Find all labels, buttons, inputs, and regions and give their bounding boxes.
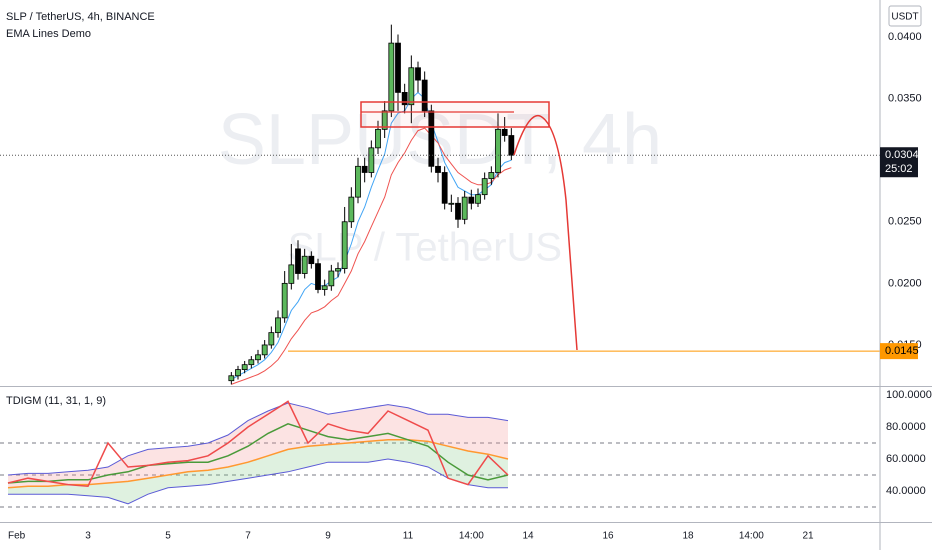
last-price-label: 0.0304 (885, 149, 919, 161)
candle-body (481, 178, 488, 196)
candle-body (328, 270, 335, 287)
y-tick-label: 0.0200 (888, 277, 922, 289)
candle-body (335, 268, 341, 272)
candle-body (235, 369, 241, 377)
candle-body (308, 255, 315, 265)
currency[interactable]: USDT (891, 12, 918, 23)
chart-title: SLP / TetherUS, 4h, BINANCE (6, 11, 155, 23)
candle-body (255, 354, 261, 361)
y-tick-label: 100.0000 (886, 389, 932, 401)
candle-body (261, 344, 268, 356)
x-tick-label: Feb (8, 531, 26, 542)
drawings (360, 101, 578, 351)
indicator-pane (0, 400, 880, 508)
candle-body (408, 67, 415, 106)
candle-body (501, 128, 508, 136)
y-tick-label: 80.0000 (886, 421, 926, 433)
indicator-line (8, 458, 508, 505)
candle-body (415, 67, 421, 81)
x-tick-label: 16 (602, 531, 614, 542)
candle-body (395, 42, 401, 93)
candle-body (275, 317, 281, 334)
candle-body (508, 135, 515, 156)
candle-body (461, 196, 468, 220)
candle-body (248, 359, 255, 366)
level-label: 0.0145 (885, 345, 919, 357)
candle-body (368, 147, 375, 173)
ema-line (231, 127, 512, 385)
candle-body (428, 110, 435, 167)
candle-body (268, 332, 275, 346)
candle-body (381, 110, 388, 130)
candle-body (468, 196, 475, 204)
candle-body (281, 282, 288, 319)
indicator-line (7, 439, 509, 489)
main-pane (0, 24, 880, 385)
candle-body (401, 92, 408, 106)
x-tick-label: 9 (325, 531, 331, 542)
candle-body (348, 196, 355, 223)
y-tick-label: 40.0000 (886, 485, 926, 497)
x-tick-label: 14 (522, 531, 534, 542)
candle-body (455, 202, 461, 220)
candle-body (361, 165, 368, 173)
candle-body (441, 172, 448, 204)
candle-body (341, 221, 348, 269)
y-tick-label: 60.0000 (886, 453, 926, 465)
candle-body (295, 248, 301, 274)
candle-body (488, 172, 495, 180)
candle-body (388, 42, 395, 112)
candle-body (448, 202, 455, 205)
candle-body (228, 375, 235, 382)
candle-body (435, 165, 441, 173)
candle-body (375, 128, 381, 149)
x-tick-label: 7 (245, 531, 251, 542)
indicator-line (7, 400, 509, 487)
candle-body (315, 263, 321, 290)
indicator-line (7, 402, 509, 476)
y-tick-label: 0.0400 (888, 31, 922, 43)
indicator-title: TDIGM (11, 31, 1, 9) (6, 395, 106, 407)
indicator-name: EMA Lines Demo (6, 28, 91, 40)
watermark-sub: SLP / TetherUS (288, 226, 562, 270)
candle-body (355, 165, 361, 198)
x-tick-label: 11 (403, 531, 414, 542)
x-tick-label: 5 (165, 531, 171, 542)
candle-body (495, 128, 501, 173)
x-tick-label: 14:00 (459, 531, 484, 542)
candle-body (301, 255, 308, 274)
y-tick-label: 0.0350 (888, 92, 922, 104)
candle-body (321, 285, 328, 290)
band-fill (8, 439, 508, 504)
candle-body (241, 364, 248, 370)
x-tick-label: 3 (85, 531, 91, 542)
level-box (880, 343, 918, 360)
x-tick-label: 21 (802, 531, 814, 542)
y-tick-label: 0.0250 (888, 216, 922, 228)
candle-body (288, 264, 295, 284)
x-tick-label: 14:00 (739, 531, 764, 542)
candle-body (421, 79, 428, 112)
drawing-curve (513, 114, 578, 351)
countdown: 25:02 (885, 163, 913, 175)
candle-body (475, 194, 481, 204)
last-price-box (880, 147, 918, 178)
x-tick-label: 18 (682, 531, 694, 542)
drawing-rect (360, 101, 550, 128)
currency-box[interactable] (888, 5, 922, 27)
